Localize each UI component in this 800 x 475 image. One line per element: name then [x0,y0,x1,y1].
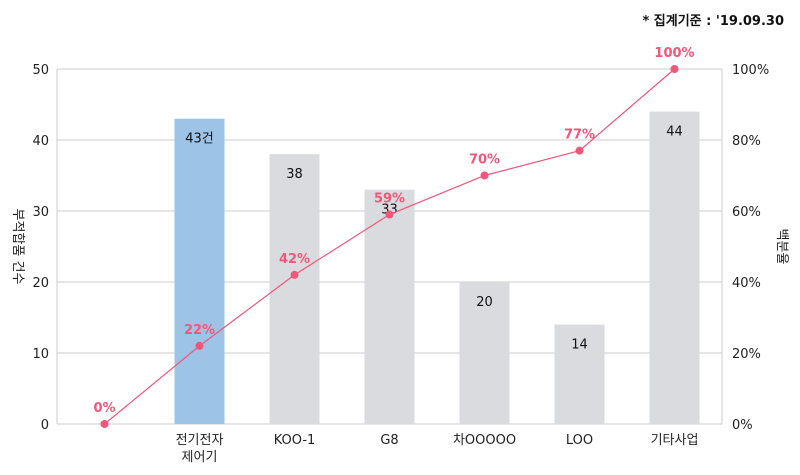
line-point [575,146,584,155]
y-right-tick-label: 100% [732,63,769,78]
y-tick-label: 0 [41,418,49,433]
line-point [670,65,679,73]
line-point [195,341,204,350]
line-point [290,270,299,279]
y-axis-title: 부적합품 건수 [10,209,25,285]
bar-value-label: 20 [476,295,493,310]
y-right-tick-label: 0% [732,418,753,433]
bar-value-label: 43건 [185,132,214,147]
x-tick-label: 제어기 [182,450,218,465]
bar [649,111,700,424]
bar-value-label: 33 [381,203,398,218]
line-value-label: 59% [374,192,405,207]
bar-value-label: 14 [571,338,588,353]
y-right-tick-label: 60% [732,205,761,220]
y-tick-label: 50 [32,63,49,78]
y-tick-label: 10 [32,347,49,362]
x-tick-label: KOO-1 [274,433,316,448]
line-value-label: 77% [564,128,595,143]
line-value-label: 70% [469,153,500,168]
line-value-label: 22% [184,323,215,338]
x-tick-label: LOO [566,433,593,448]
y-tick-label: 30 [32,205,49,220]
bar [269,154,320,424]
line-point [385,210,394,219]
y-right-tick-label: 80% [732,134,761,149]
data-reference-note: * 집계기준 : '19.09.30 [642,14,784,29]
line-value-label: 100% [654,46,694,61]
x-tick-label: 전기전자 [176,433,224,448]
line-point [100,420,109,428]
x-tick-label: G8 [380,433,398,448]
bar [364,189,415,424]
bar-value-label: 38 [286,167,303,182]
bar [459,282,510,424]
y-tick-label: 20 [32,276,49,291]
x-tick-label: 기타사업 [651,433,699,448]
y-right-tick-label: 20% [732,347,761,362]
bar [174,118,225,424]
bar-value-label: 44 [666,125,683,140]
line-point [480,171,489,180]
line-value-label: 0% [93,401,115,416]
y-tick-label: 40 [32,134,49,149]
y-axis-right-title: 백분율 [774,229,789,265]
y-right-tick-label: 40% [732,276,761,291]
bar [554,324,605,424]
x-tick-label: 차OOOOO [453,433,516,448]
line-value-label: 42% [279,252,310,267]
